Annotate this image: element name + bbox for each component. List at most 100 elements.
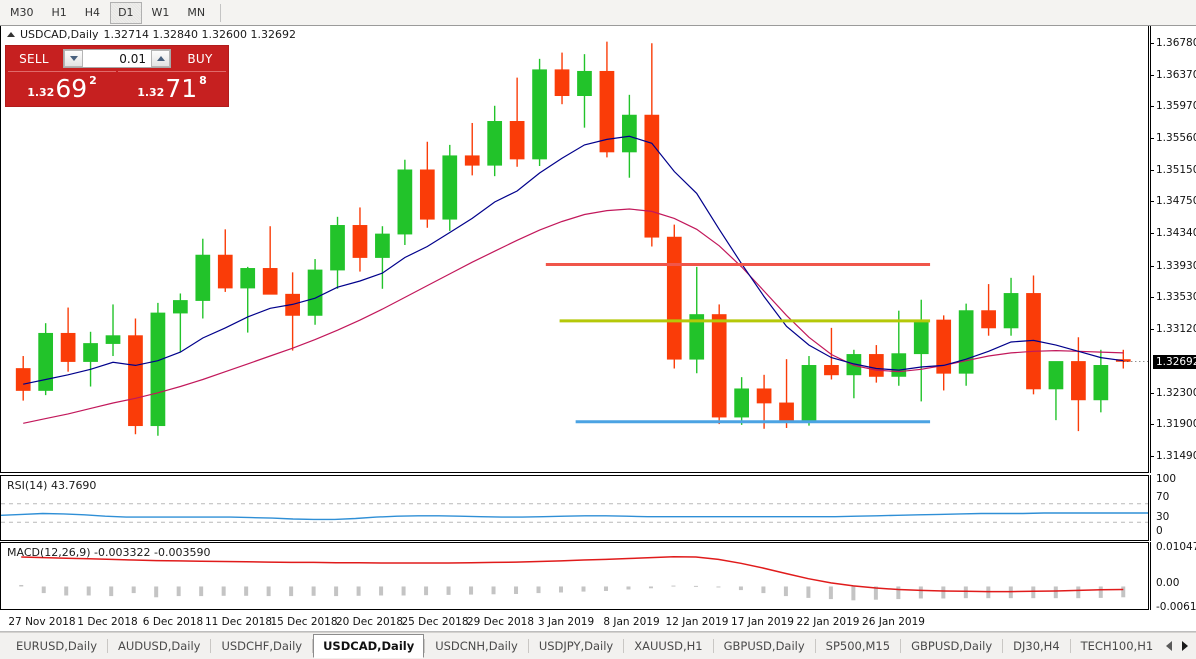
macd-signal-line xyxy=(21,555,1124,593)
candlestick xyxy=(262,226,278,295)
macd-histogram-bar xyxy=(176,586,181,597)
rsi-axis-label: 70 xyxy=(1156,491,1170,503)
macd-histogram-svg xyxy=(19,555,1126,601)
chart-tabs-bar: EURUSD,Daily AUDUSD,Daily USDCHF,Daily USDC… xyxy=(0,632,1196,659)
rsi-label: RSI(14) 43.7690 xyxy=(7,479,97,492)
chart-tab-tech100-h1[interactable]: TECH100,H1 xyxy=(1080,639,1154,653)
price-axis-label: 1.31490 xyxy=(1156,450,1196,463)
price-axis-label: 1.35970 xyxy=(1156,99,1196,112)
candlestick xyxy=(846,349,862,399)
trade-panel-prices: 1.32 69 2 1.32 71 8 xyxy=(6,71,228,104)
candlestick xyxy=(509,77,525,167)
chart-tab-sp500-m15[interactable]: SP500,M15 xyxy=(825,639,891,653)
chart-tab-usdchf-daily[interactable]: USDCHF,Daily xyxy=(221,639,303,653)
candlestick xyxy=(285,272,300,351)
price-axis-tick xyxy=(1150,201,1154,203)
candlestick xyxy=(464,122,480,176)
date-axis-label: 29 Dec 2018 xyxy=(466,616,535,628)
chart-tab-usdjpy-daily[interactable]: USDJPY,Daily xyxy=(538,639,614,653)
candlestick xyxy=(958,303,974,386)
timeframe-w1[interactable]: W1 xyxy=(151,6,170,19)
macd-histogram-bar xyxy=(738,586,743,591)
buy-button[interactable]: BUY xyxy=(187,51,213,66)
rsi-line xyxy=(1,512,1148,521)
chart-tab-usdcad-daily[interactable]: USDCAD,Daily xyxy=(313,634,425,658)
price-axis-label: 1.36780 xyxy=(1156,36,1196,49)
candlestick xyxy=(1048,361,1064,421)
price-axis-label: 1.32300 xyxy=(1156,387,1196,399)
price-axis-tick xyxy=(1150,456,1154,458)
price-axis-tick xyxy=(1150,233,1154,235)
macd-indicator-pane[interactable]: MACD(12,26,9) -0.003322 -0.003590 xyxy=(0,542,1149,610)
timeframe-m30[interactable]: M30 xyxy=(10,6,34,19)
date-axis-label: 26 Jan 2019 xyxy=(862,616,925,628)
macd-histogram-bar xyxy=(851,586,856,601)
candlestick xyxy=(644,43,660,247)
macd-histogram-bar xyxy=(131,586,136,594)
date-axis[interactable]: 27 Nov 2018 1 Dec 2018 6 Dec 2018 11 Dec 20… xyxy=(0,613,1196,632)
macd-histogram-bar xyxy=(626,586,631,590)
macd-histogram-bar xyxy=(1121,586,1126,598)
timeframe-mn[interactable]: MN xyxy=(187,6,206,19)
candlestick xyxy=(711,304,727,425)
sell-price-box[interactable]: 1.32 69 2 xyxy=(8,71,116,102)
macd-histogram-bar xyxy=(244,586,249,596)
rsi-axis-line xyxy=(1150,475,1151,541)
macd-histogram-bar xyxy=(379,586,384,596)
price-axis-label: 1.36370 xyxy=(1156,68,1196,81)
price-axis-tick xyxy=(1150,105,1154,107)
timeframe-h4[interactable]: H4 xyxy=(84,6,101,19)
rsi-indicator-pane[interactable]: RSI(14) 43.7690 xyxy=(0,475,1149,541)
macd-histogram-bar xyxy=(806,586,811,598)
candlestick xyxy=(734,377,749,425)
date-axis-label: 22 Jan 2019 xyxy=(796,616,860,628)
price-axis[interactable]: 1.36780 1.36370 1.35970 1.35560 1.35150 1.347… xyxy=(1150,26,1196,473)
candlestick xyxy=(756,374,772,429)
candlestick xyxy=(330,216,345,289)
collapse-triangle-icon[interactable] xyxy=(7,31,15,37)
macd-histogram-bar xyxy=(603,586,608,591)
volume-stepper[interactable]: 0.01 xyxy=(63,49,171,68)
timeframe-toolbar: M30 H1 H4 D1 W1 MN xyxy=(0,0,1196,26)
tab-separator xyxy=(900,639,902,653)
date-axis-label: 12 Jan 2019 xyxy=(665,616,729,628)
volume-decrease-button[interactable] xyxy=(64,50,83,67)
candlestick xyxy=(532,58,547,166)
candlestick xyxy=(1071,337,1086,432)
ma-slow-line xyxy=(23,208,1124,424)
chart-tab-gbpusd-daily[interactable]: GBPUSD,Daily xyxy=(911,639,993,653)
chart-tab-usdcnh-daily[interactable]: USDCNH,Daily xyxy=(435,639,518,653)
chart-tab-eurusd-daily[interactable]: EURUSD,Daily xyxy=(16,639,97,653)
candlestick xyxy=(487,105,503,177)
timeframe-h1[interactable]: H1 xyxy=(51,6,67,19)
tab-separator xyxy=(712,639,714,653)
macd-histogram-bar xyxy=(446,586,451,595)
timeframe-d1[interactable]: D1 xyxy=(110,1,142,24)
scroll-left-icon[interactable] xyxy=(1166,641,1172,651)
tab-separator xyxy=(424,639,426,653)
chart-tab-audusd-daily[interactable]: AUDUSD,Daily xyxy=(118,639,201,653)
macd-histogram-bar xyxy=(783,586,788,597)
sell-button[interactable]: SELL xyxy=(19,51,49,66)
ma-fast-line xyxy=(23,135,1124,385)
scroll-right-icon[interactable] xyxy=(1182,641,1188,651)
candlestick xyxy=(913,299,929,402)
candlestick xyxy=(15,356,31,401)
volume-increase-button[interactable] xyxy=(151,50,170,67)
chart-symbol-header: USDCAD,Daily 1.32714 1.32840 1.32600 1.3… xyxy=(7,28,296,41)
candlestick xyxy=(1093,349,1109,413)
price-axis-label: 1.34340 xyxy=(1156,227,1196,240)
chevron-down-icon xyxy=(69,56,78,61)
chart-tab-dj30-h4[interactable]: DJ30,H4 xyxy=(1013,639,1060,653)
candlestick xyxy=(195,238,211,319)
rsi-axis-label: 30 xyxy=(1156,511,1170,523)
buy-price-box[interactable]: 1.32 71 8 xyxy=(118,71,226,102)
candlestick xyxy=(375,226,390,289)
price-chart-pane[interactable]: USDCAD,Daily 1.32714 1.32840 1.32600 1.3… xyxy=(0,26,1149,473)
volume-input[interactable]: 0.01 xyxy=(83,50,151,67)
buy-price-prefix: 1.32 xyxy=(137,86,165,99)
chart-tab-gbpusd-daily[interactable]: GBPUSD,Daily xyxy=(723,639,805,653)
price-axis-tick xyxy=(1150,138,1154,140)
rsi-axis-label: 100 xyxy=(1156,473,1177,485)
chart-tab-xauusd-h1[interactable]: XAUUSD,H1 xyxy=(634,639,703,653)
